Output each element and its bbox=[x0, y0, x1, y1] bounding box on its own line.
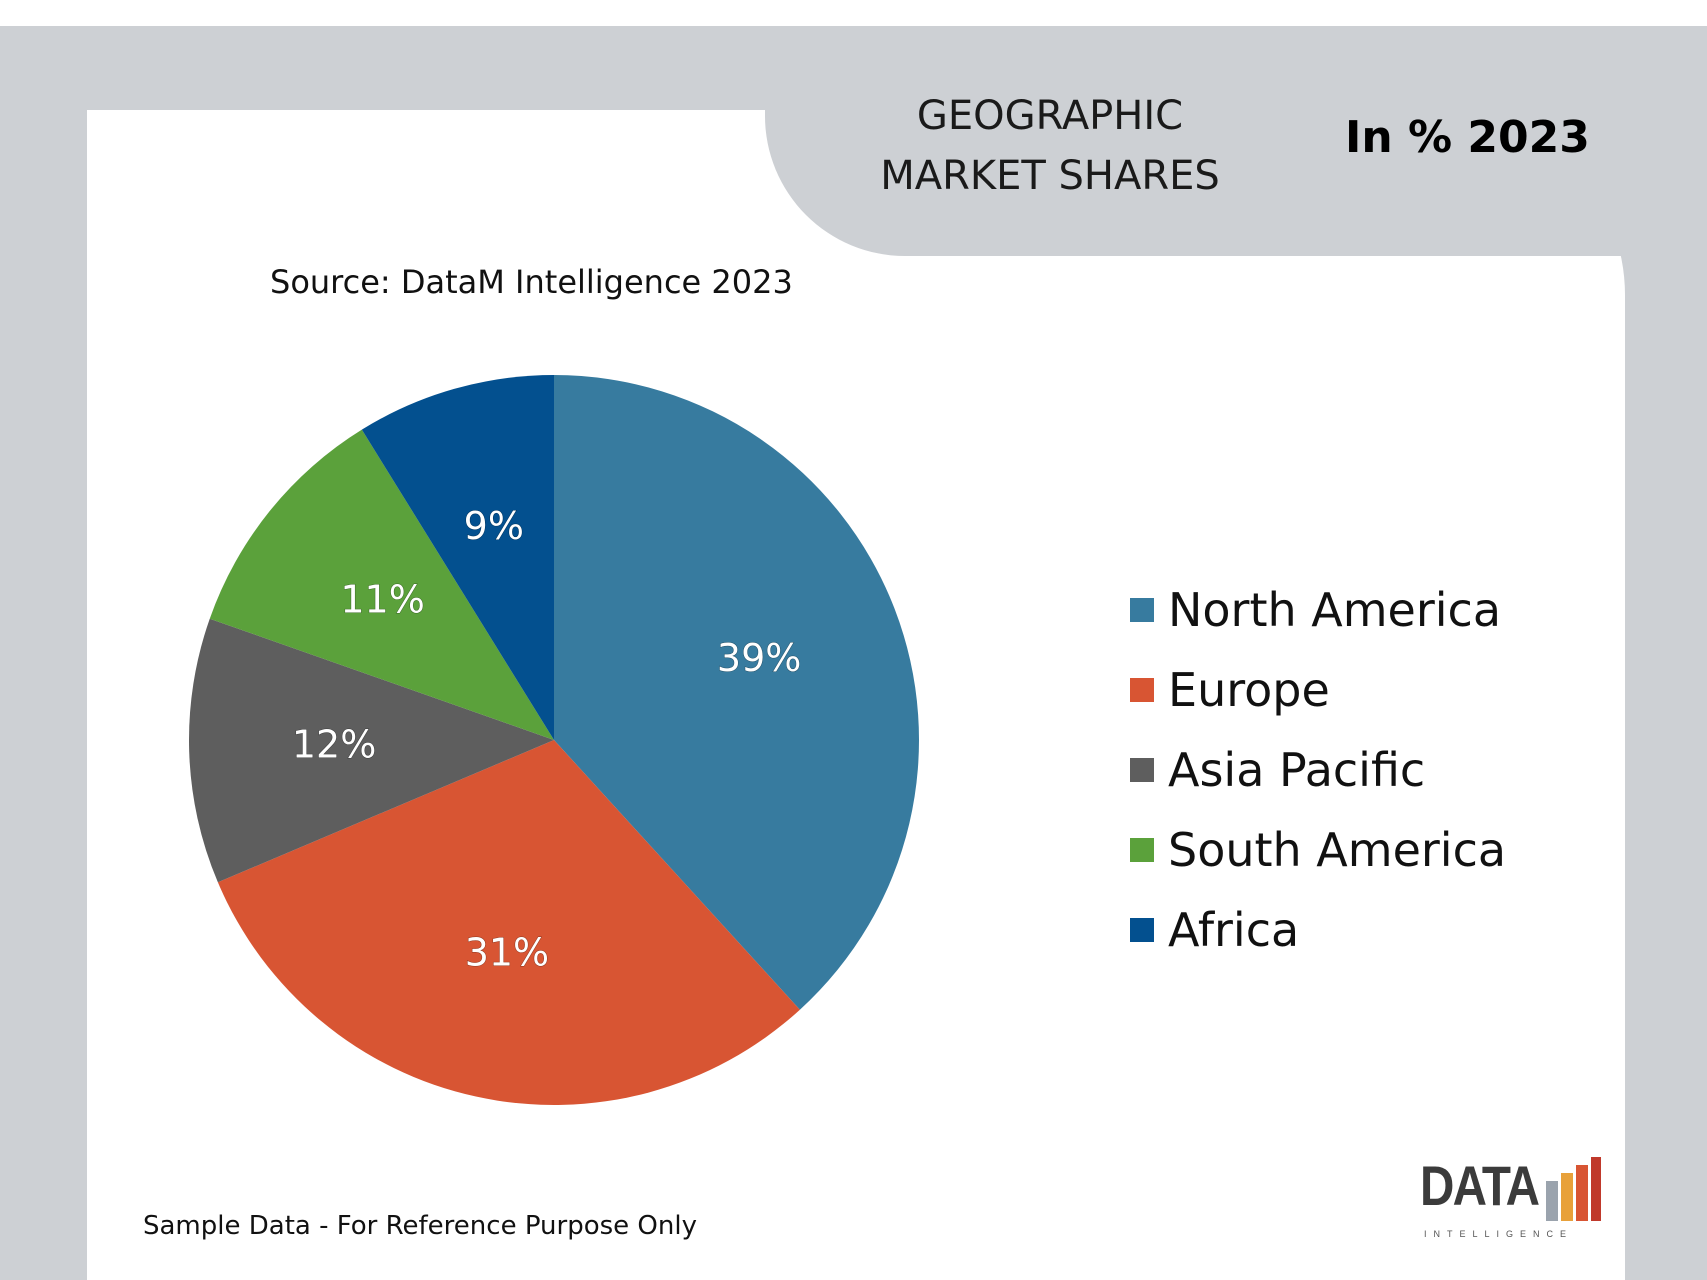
header-tab bbox=[765, 26, 1707, 256]
logo-tagline: INTELLIGENCE bbox=[1424, 1229, 1574, 1239]
legend-swatch-asia-pacific bbox=[1130, 758, 1154, 782]
legend-item-africa: Africa bbox=[1130, 890, 1506, 970]
legend-item-north-america: North America bbox=[1130, 570, 1506, 650]
legend-label-africa: Africa bbox=[1168, 903, 1300, 957]
chart-title: GEOGRAPHIC MARKET SHARES bbox=[880, 93, 1220, 199]
footer-note: Sample Data - For Reference Purpose Only bbox=[143, 1211, 697, 1241]
legend-label-asia-pacific: Asia Pacific bbox=[1168, 743, 1426, 797]
legend-label-south-america: South America bbox=[1168, 823, 1507, 877]
legend-swatch-africa bbox=[1130, 918, 1154, 942]
legend-swatch-europe bbox=[1130, 678, 1154, 702]
legend-swatch-south-america bbox=[1130, 838, 1154, 862]
bar-chart-icon bbox=[1546, 1157, 1601, 1221]
chart-subtitle: In % 2023 bbox=[1345, 112, 1590, 163]
legend: North America Europe Asia Pacific South Ame… bbox=[1130, 570, 1506, 970]
logo-word: DATA bbox=[1420, 1154, 1540, 1217]
source-note: Source: DataM Intelligence 2023 bbox=[270, 263, 793, 301]
legend-item-europe: Europe bbox=[1130, 650, 1506, 730]
legend-item-asia-pacific: Asia Pacific bbox=[1130, 730, 1506, 810]
legend-item-south-america: South America bbox=[1130, 810, 1506, 890]
legend-label-europe: Europe bbox=[1168, 663, 1330, 717]
brand-logo: DATA INTELLIGENCE bbox=[1420, 1145, 1601, 1245]
legend-swatch-north-america bbox=[1130, 598, 1154, 622]
legend-label-north-america: North America bbox=[1168, 583, 1502, 637]
